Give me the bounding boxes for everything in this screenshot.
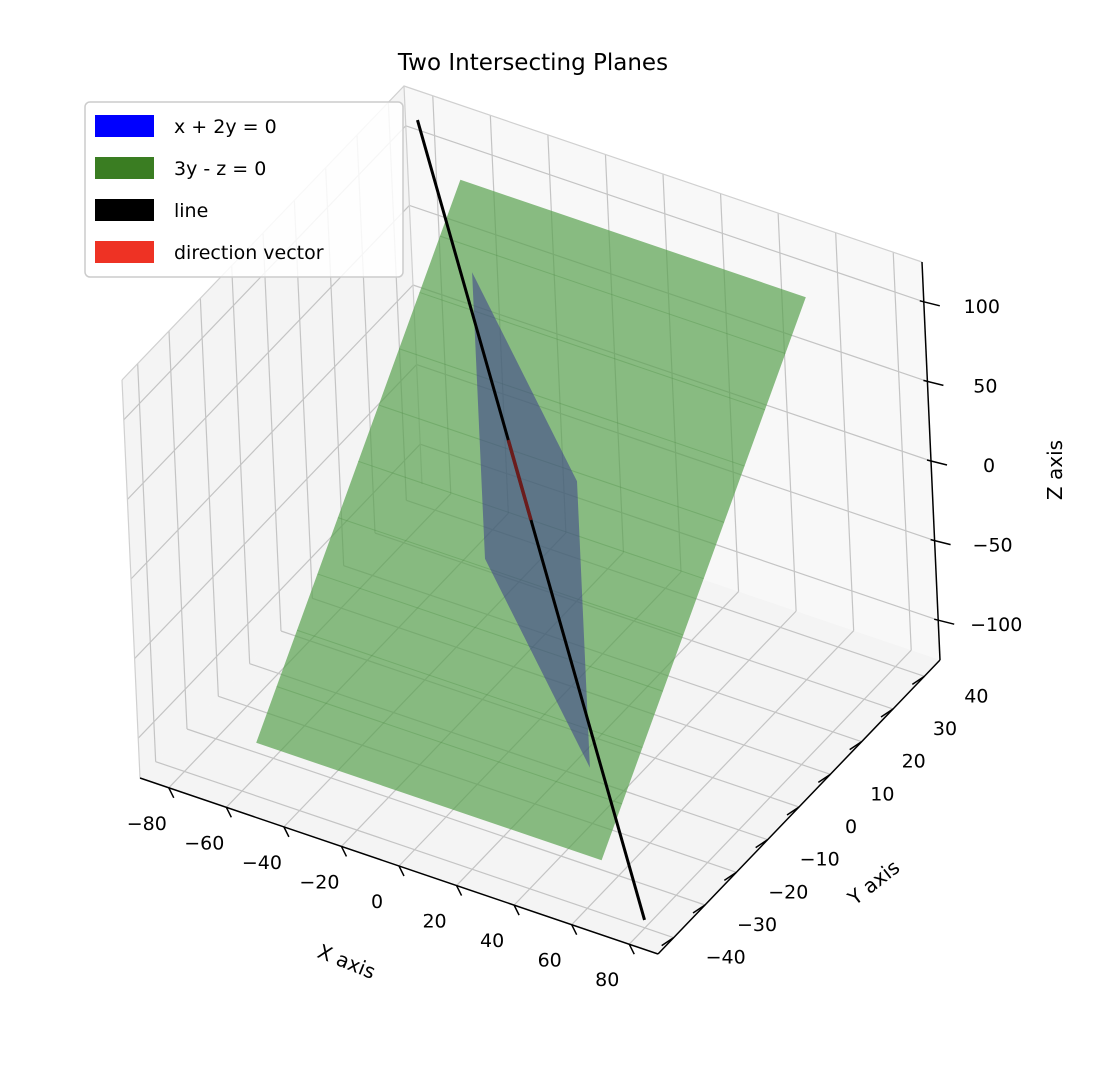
- z-gridline-left: [134, 364, 418, 660]
- x-tick-label: 0: [371, 891, 383, 913]
- legend-swatch-direction-vector: [95, 241, 154, 263]
- z-axis-label: Z axis: [1043, 440, 1067, 500]
- y-tick-label: 30: [933, 718, 957, 740]
- x-axis-label: X axis: [314, 939, 379, 984]
- chart-title: Two Intersecting Planes: [397, 50, 668, 76]
- legend-swatch-line: [95, 199, 154, 221]
- z-tick-label: 100: [964, 296, 1000, 318]
- x-tick-label: −20: [299, 871, 339, 893]
- z-tick: [926, 459, 948, 466]
- x-tick-label: −80: [127, 813, 167, 835]
- y-axis-label: Y axis: [842, 855, 904, 911]
- y-tick: [661, 937, 675, 947]
- z-tick-label: 0: [983, 455, 995, 477]
- direction-vector: [506, 439, 533, 521]
- z-tick: [919, 300, 940, 307]
- tick-labels: −80−60−40−20020406080−40−30−20−100102030…: [127, 296, 1023, 991]
- plane-3y-z-mesh: [317, 573, 663, 692]
- x-tick: [225, 806, 233, 818]
- y-tick-label: −20: [768, 881, 808, 903]
- x-tick: [398, 865, 405, 877]
- y-tick-label: −10: [800, 849, 840, 871]
- y-tick: [786, 806, 800, 816]
- plane-3y-z-mesh: [399, 348, 745, 467]
- x-tick-label: 60: [538, 950, 562, 972]
- z-tick: [923, 379, 944, 387]
- y-tick-label: 20: [902, 751, 926, 773]
- x-tick-label: −60: [184, 832, 224, 854]
- z-tick: [934, 618, 955, 625]
- z-tick: [930, 538, 951, 546]
- x-tick-label: 80: [595, 969, 619, 991]
- y-tick-label: −40: [706, 947, 746, 969]
- y-gridline-floor: [155, 761, 674, 939]
- y-tick: [911, 675, 925, 685]
- x-tick: [283, 826, 290, 838]
- z-tick-label: 50: [973, 375, 997, 397]
- y-tick-label: −30: [737, 914, 777, 936]
- legend: x + 2y = 0 3y - z = 0 line direction vec…: [84, 101, 404, 278]
- x-tick-label: 40: [480, 930, 504, 952]
- y-tick: [817, 773, 831, 783]
- plane-3y-z-mesh: [276, 686, 623, 805]
- plane-3y-z-mesh: [439, 235, 786, 354]
- y-tick-label: 0: [845, 816, 857, 838]
- pane-front-edge: [121, 379, 141, 779]
- x-tick: [340, 846, 348, 857]
- legend-swatch-plane-1: [95, 115, 154, 137]
- legend-label-line: line: [174, 200, 208, 222]
- y-tick-label: 40: [964, 685, 988, 707]
- x-tick: [628, 943, 635, 955]
- x-tick: [455, 885, 463, 896]
- legend-label-direction-vector: direction vector: [174, 242, 324, 264]
- legend-swatch-plane-2: [95, 157, 154, 179]
- y-tick: [755, 839, 769, 849]
- z-tick-label: −50: [973, 535, 1013, 557]
- y-gridline-floor: [186, 728, 706, 906]
- chart-surfaces: [256, 119, 806, 921]
- y-tick: [849, 741, 863, 751]
- y-tick: [692, 904, 706, 914]
- x-tick-label: 20: [422, 911, 446, 933]
- z-gridline-back: [405, 125, 924, 303]
- x-tick-label: −40: [242, 852, 282, 874]
- legend-frame: [84, 101, 404, 278]
- y-tick: [880, 708, 894, 718]
- axis-lines: [139, 261, 955, 955]
- x-tick: [513, 904, 520, 916]
- x-tick: [168, 787, 175, 799]
- y-tick: [723, 871, 737, 881]
- z-gridline-left: [130, 284, 414, 580]
- x-tick: [570, 924, 578, 936]
- legend-label-plane-1: x + 2y = 0: [174, 116, 277, 138]
- y-tick-label: 10: [870, 783, 894, 805]
- z-tick-label: −100: [970, 614, 1022, 636]
- legend-label-plane-2: 3y - z = 0: [174, 158, 266, 180]
